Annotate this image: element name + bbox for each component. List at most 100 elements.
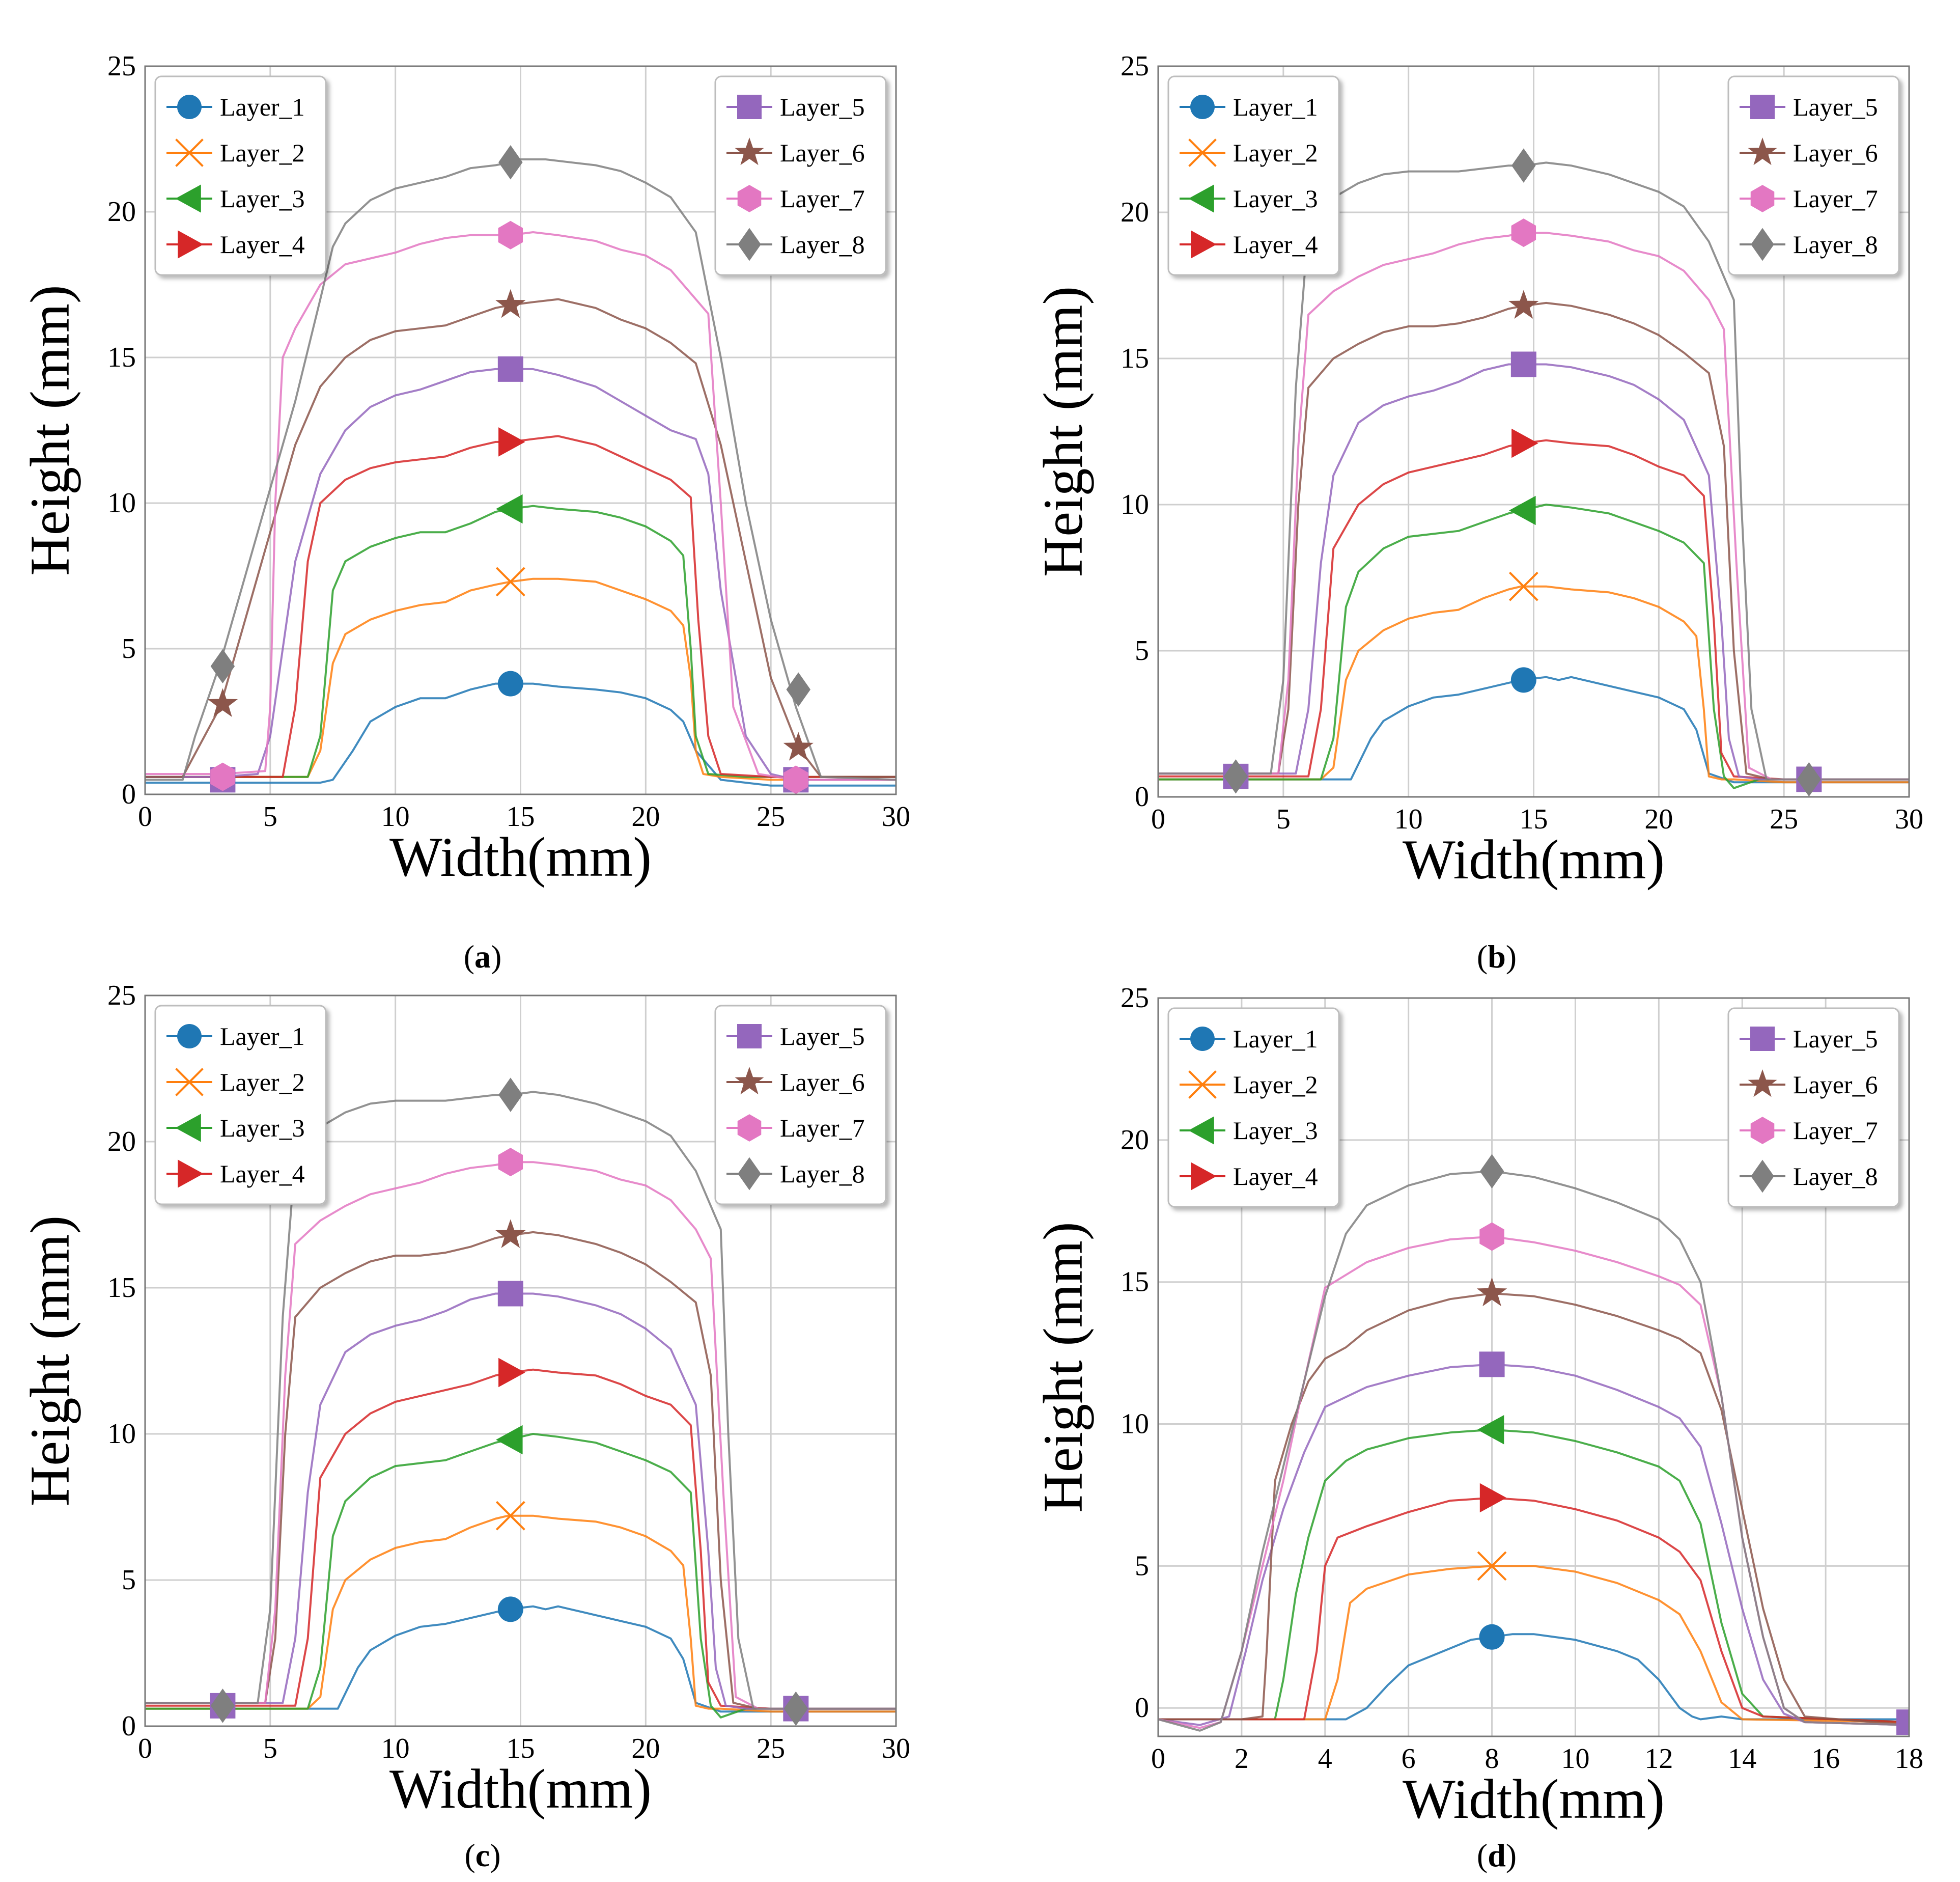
legend-label: Layer_3 [220, 184, 305, 213]
legend-right-d: Layer_5 Layer_6 Layer_7 Layer_8 [1727, 1007, 1900, 1208]
legend-label: Layer_3 [1233, 1116, 1318, 1145]
data-point-layer-7 [1479, 1222, 1504, 1251]
data-point-layer-8 [498, 145, 523, 180]
x-tick-label: 0 [138, 801, 152, 833]
data-point-layer-4 [1511, 428, 1538, 458]
data-point-layer-3 [1509, 495, 1536, 525]
legend-marker-layer-8 [738, 1157, 761, 1191]
data-point-layer-5 [1510, 351, 1536, 377]
legend-marker-layer-7 [1750, 185, 1775, 212]
legend-item-layer-6: Layer_6 [726, 137, 865, 167]
legend-label: Layer_8 [780, 1159, 865, 1188]
legend-label: Layer_5 [780, 1022, 865, 1050]
data-point-layer-8 [498, 1077, 523, 1112]
x-tick-label: 20 [631, 801, 660, 833]
legend-right-c: Layer_5 Layer_6 Layer_7 Layer_8 [714, 1005, 887, 1205]
legend-marker-layer-3 [1188, 184, 1214, 213]
x-tick-label: 30 [882, 801, 910, 833]
legend-marker-layer-2 [175, 1068, 204, 1096]
data-point-layer-8 [1797, 762, 1822, 797]
legend-item-layer-5: Layer_5 [726, 93, 865, 121]
y-tick-label: 25 [107, 980, 136, 1011]
series-line-layer-1 [145, 682, 896, 787]
legend-marker-layer-3 [175, 1114, 201, 1142]
legend-marker-layer-7 [737, 1114, 762, 1142]
series-line-layer-1 [1158, 1633, 1909, 1721]
series-group-a [145, 145, 896, 794]
series-line-layer-1 [1158, 676, 1909, 784]
legend-marker-layer-5 [1750, 1027, 1775, 1051]
legend-label: Layer_8 [780, 230, 865, 259]
legend-frame [154, 75, 327, 276]
legend-item-layer-1: Layer_1 [166, 93, 305, 121]
data-point-layer-4 [1479, 1483, 1507, 1513]
legend-item-layer-2: Layer_2 [1180, 1070, 1318, 1099]
series-line-layer-6 [1158, 1292, 1909, 1726]
legend-marker-layer-4 [1191, 230, 1217, 259]
x-tick-label: 5 [263, 1733, 277, 1764]
legend-item-layer-8: Layer_8 [726, 1157, 865, 1191]
x-tick-label: 10 [1561, 1743, 1589, 1775]
legend-label: Layer_4 [220, 230, 305, 259]
legend-item-layer-8: Layer_8 [726, 228, 865, 261]
legend-marker-layer-5 [737, 1024, 762, 1048]
legend-frame [1167, 1007, 1340, 1208]
x-tick-label: 15 [507, 801, 535, 833]
legend-frame [714, 1005, 887, 1205]
x-tick-label: 25 [757, 1733, 785, 1764]
legend-left-d: Layer_1 Layer_2 Layer_3 Layer_4 [1167, 1007, 1340, 1208]
x-tick-label: 2 [1235, 1743, 1249, 1775]
data-point-layer-7 [783, 765, 808, 794]
legend-marker-layer-7 [737, 185, 762, 212]
data-point-layer-6 [783, 732, 814, 761]
legend-marker-layer-5 [1750, 95, 1775, 119]
legend-marker-layer-2 [175, 139, 204, 167]
data-point-layer-7 [1511, 218, 1536, 247]
x-tick-label: 5 [1276, 804, 1291, 835]
x-tick-label: 6 [1402, 1743, 1416, 1775]
data-point-layer-6 [495, 1219, 526, 1248]
y-tick-label: 0 [1135, 781, 1149, 813]
y-axis-label: Height (mm) [19, 1215, 81, 1506]
caption-c: (c) [464, 1837, 500, 1873]
y-tick-label: 20 [107, 196, 136, 228]
x-tick-label: 0 [1151, 804, 1165, 835]
legend-item-layer-2: Layer_2 [166, 1068, 305, 1096]
legend-label: Layer_3 [1233, 184, 1318, 213]
y-tick-label: 25 [1121, 50, 1149, 82]
y-tick-label: 20 [107, 1126, 136, 1157]
legend-item-layer-5: Layer_5 [1740, 93, 1878, 121]
legend-item-layer-8: Layer_8 [1740, 1159, 1878, 1193]
legend-label: Layer_8 [1793, 1162, 1878, 1191]
legend-item-layer-7: Layer_7 [726, 184, 865, 213]
legend-label: Layer_4 [220, 1159, 305, 1188]
legend-marker-layer-2 [1188, 139, 1217, 167]
legend-item-layer-3: Layer_3 [1180, 1116, 1318, 1145]
data-point-layer-6 [1508, 290, 1539, 319]
y-tick-label: 25 [1121, 982, 1149, 1014]
y-tick-label: 15 [1121, 343, 1149, 374]
x-tick-label: 16 [1811, 1743, 1840, 1775]
data-point-layer-1 [497, 1596, 523, 1622]
y-axis-label: Height (mm) [19, 285, 81, 575]
series-line-layer-1 [145, 1605, 896, 1713]
legend-item-layer-7: Layer_7 [726, 1114, 865, 1142]
x-axis-label: Width(mm) [389, 826, 652, 888]
legend-label: Layer_4 [1233, 1162, 1318, 1191]
data-point-layer-6 [207, 688, 238, 717]
y-tick-label: 5 [122, 633, 136, 665]
y-tick-label: 10 [107, 487, 136, 519]
legend-item-layer-2: Layer_2 [166, 139, 305, 167]
legend-item-layer-5: Layer_5 [726, 1022, 865, 1050]
legend-label: Layer_6 [1793, 139, 1878, 167]
x-tick-label: 10 [1394, 804, 1423, 835]
legend-item-layer-1: Layer_1 [166, 1022, 305, 1050]
legend-frame [1727, 1007, 1900, 1208]
caption-b: (b) [1477, 938, 1517, 975]
x-tick-label: 5 [263, 801, 277, 833]
legend-label: Layer_6 [780, 139, 865, 167]
series-line-layer-8 [1158, 1170, 1909, 1732]
x-tick-label: 12 [1644, 1743, 1673, 1775]
legend-marker-layer-6 [1748, 137, 1777, 165]
